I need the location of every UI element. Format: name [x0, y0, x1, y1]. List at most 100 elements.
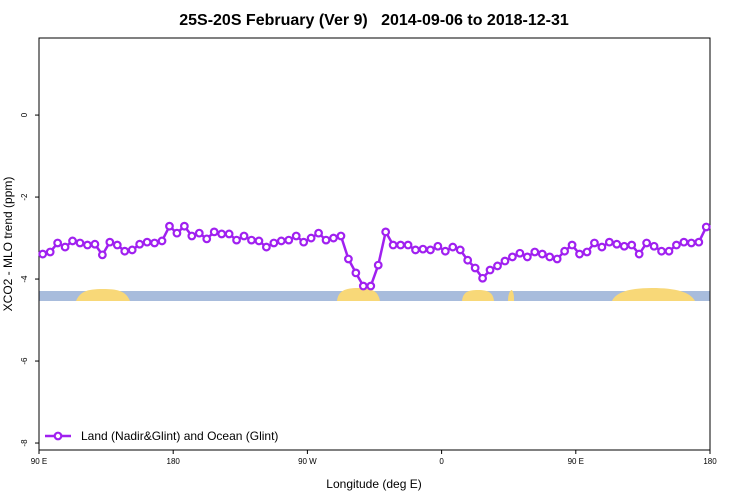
data-point	[679, 237, 689, 247]
data-point	[642, 238, 652, 248]
data-point	[150, 238, 159, 248]
data-point	[455, 245, 465, 255]
data-point	[239, 231, 249, 241]
data-point	[530, 247, 540, 257]
data-point	[224, 229, 234, 239]
data-point	[45, 247, 55, 257]
data-point	[470, 263, 480, 273]
data-point	[60, 242, 70, 252]
data-point	[179, 221, 189, 231]
y-tick-label: -6	[20, 357, 29, 365]
x-tick-label: 90 W	[298, 457, 317, 466]
legend-label: Land (Nadir&Glint) and Ocean (Glint)	[81, 429, 278, 443]
series-line	[42, 224, 708, 288]
data-point	[142, 237, 152, 247]
data-point	[686, 238, 696, 248]
data-point	[448, 242, 458, 252]
data-point	[612, 239, 622, 249]
data-point	[358, 281, 368, 291]
data-point	[664, 246, 674, 256]
data-point	[552, 254, 562, 264]
data-point	[291, 231, 301, 241]
data-point	[508, 252, 517, 262]
data-point	[373, 260, 383, 270]
data-point	[254, 236, 264, 246]
data-point	[112, 240, 122, 250]
data-point	[299, 237, 309, 247]
data-point	[575, 249, 584, 259]
data-point	[306, 233, 316, 243]
data-point	[478, 273, 488, 283]
data-point	[418, 244, 428, 254]
data-point	[284, 235, 294, 245]
x-tick-label: 180	[703, 457, 717, 466]
data-point	[701, 222, 711, 232]
data-point	[500, 256, 510, 266]
data-point	[634, 249, 644, 259]
data-point	[388, 240, 398, 250]
data-point	[314, 228, 323, 238]
data-point	[463, 255, 473, 265]
land-ocean-strip	[39, 288, 710, 301]
x-tick-label: 180	[167, 457, 181, 466]
data-point	[433, 241, 443, 251]
data-point	[187, 231, 197, 241]
data-point	[329, 233, 338, 243]
x-tick-label: 0	[439, 457, 444, 466]
data-point	[440, 246, 450, 256]
data-point	[411, 245, 420, 255]
data-point	[120, 246, 130, 256]
data-point	[396, 240, 405, 250]
chart-title: 25S-20S February (Ver 9) 2014-09-06 to 2…	[179, 12, 569, 29]
data-point	[83, 240, 92, 250]
data-point	[209, 227, 219, 237]
data-point	[261, 242, 271, 252]
data-point	[194, 228, 204, 238]
data-point	[403, 240, 413, 250]
y-tick-label: -8	[20, 439, 29, 447]
data-point	[515, 248, 525, 258]
data-point	[135, 239, 145, 249]
data-point	[366, 281, 376, 291]
data-point	[694, 237, 704, 247]
data-point	[202, 234, 212, 244]
x-tick-label: 90 E	[568, 457, 584, 466]
y-tick-label: -2	[20, 193, 29, 201]
data-point	[627, 240, 637, 250]
data-point	[522, 252, 532, 262]
data-point	[672, 240, 681, 250]
data-point	[344, 254, 353, 264]
data-point	[75, 238, 85, 248]
data-point	[604, 237, 614, 247]
legend-marker	[53, 431, 63, 441]
data-point	[567, 240, 577, 250]
data-point	[97, 250, 107, 260]
data-point	[232, 235, 241, 245]
data-point	[537, 249, 547, 259]
data-point	[321, 235, 331, 245]
data-point	[351, 268, 361, 278]
data-point	[105, 237, 115, 247]
data-point	[90, 239, 100, 249]
x-tick-label: 90 E	[31, 457, 47, 466]
data-point	[545, 252, 555, 262]
data-point	[172, 228, 182, 238]
data-point	[217, 229, 227, 239]
data-point	[68, 236, 77, 246]
y-tick-label: -4	[20, 275, 29, 283]
data-point	[269, 238, 279, 248]
y-axis-title: XCO2 - MLO trend (ppm)	[1, 177, 15, 312]
x-axis-title: Longitude (deg E)	[326, 477, 421, 491]
data-point	[127, 245, 137, 255]
data-point	[53, 238, 63, 248]
data-point	[247, 235, 256, 245]
data-point	[485, 265, 495, 275]
data-point	[590, 238, 599, 248]
data-point	[157, 236, 167, 246]
data-point	[38, 249, 48, 259]
y-tick-label: 0	[20, 112, 29, 117]
data-point	[381, 227, 391, 237]
data-point	[597, 242, 607, 252]
data-point	[276, 236, 286, 246]
